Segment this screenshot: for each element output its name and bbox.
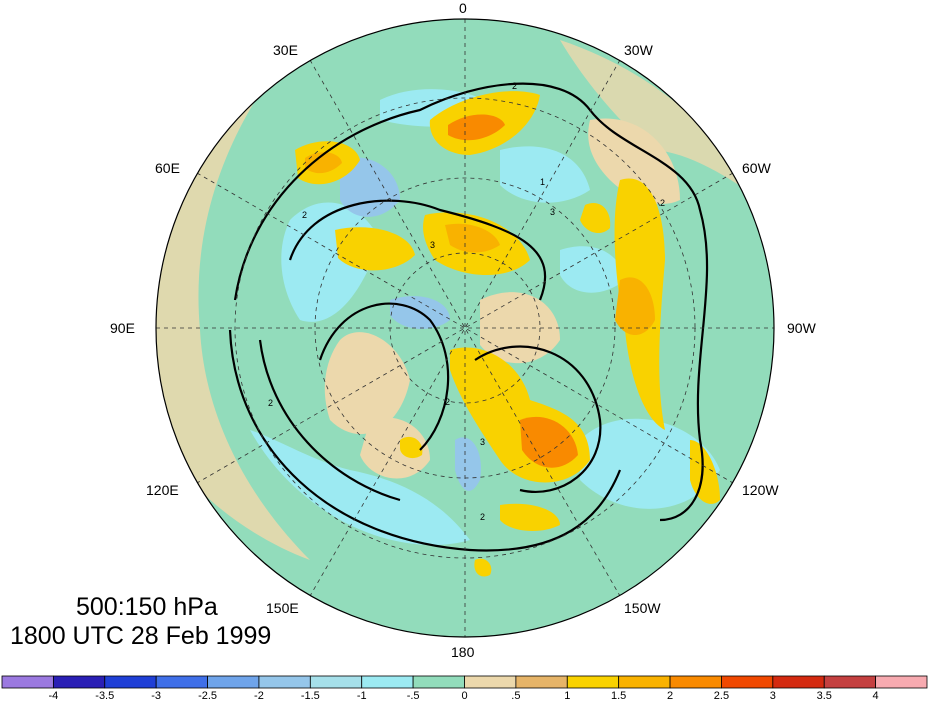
contour-label: 2 xyxy=(268,398,273,408)
lon-label-180: 180 xyxy=(451,644,475,660)
lon-label-90w: 90W xyxy=(787,320,816,336)
lon-label-120w: 120W xyxy=(742,482,779,498)
map-boundary xyxy=(155,18,775,638)
contour-label: 2 xyxy=(660,198,665,208)
colorbar-label: 4 xyxy=(872,690,879,702)
contour-label: 2 xyxy=(445,397,450,407)
colorbar-label: .5 xyxy=(511,690,521,702)
lon-label-150e: 150E xyxy=(266,600,299,616)
colorbar-label: -.5 xyxy=(406,690,420,702)
lon-label-60w: 60W xyxy=(742,160,771,176)
colorbar-swatch xyxy=(412,675,465,689)
colorbar-swatch xyxy=(515,675,568,689)
lon-label-0: 0 xyxy=(459,0,467,16)
colorbar-label: -3.5 xyxy=(95,690,115,702)
contour-label: 3 xyxy=(480,437,485,447)
lon-label-30e: 30E xyxy=(273,42,298,58)
contour-label: 2 xyxy=(512,81,517,91)
colorbar-label: -1.5 xyxy=(300,690,320,702)
lon-label-90e: 90E xyxy=(110,320,135,336)
colorbar xyxy=(1,675,928,689)
colorbar-swatch xyxy=(618,675,671,689)
colorbar-swatch xyxy=(669,675,722,689)
colorbar-swatch xyxy=(155,675,208,689)
colorbar-label: -3 xyxy=(151,690,162,702)
contour-label: 2 xyxy=(302,210,307,220)
colorbar-swatch xyxy=(104,675,157,689)
contour-label: 3 xyxy=(550,207,555,217)
colorbar-swatch xyxy=(361,675,414,689)
colorbar-swatch xyxy=(772,675,825,689)
colorbar-swatch xyxy=(464,675,517,689)
colorbar-swatch xyxy=(207,675,260,689)
colorbar-swatch xyxy=(52,675,106,689)
contour-label: 1 xyxy=(540,177,545,187)
colorbar-label: -1 xyxy=(356,690,367,702)
colorbar-label: 1 xyxy=(564,690,571,702)
title-levels: 500:150 hPa xyxy=(76,593,218,621)
colorbar-label: 2 xyxy=(666,690,674,702)
lon-label-150w: 150W xyxy=(624,600,661,616)
shaded-field xyxy=(156,19,774,637)
contour-labels: 2 2 3 3 2 1 2 2 3 2 xyxy=(268,81,665,522)
title-datetime: 1800 UTC 28 Feb 1999 xyxy=(10,622,272,650)
contour-label: 2 xyxy=(480,512,485,522)
colorbar-swatch xyxy=(566,675,620,689)
contour-label: 3 xyxy=(430,240,435,250)
colorbar-label: 3 xyxy=(769,690,776,702)
colorbar-label: 2.5 xyxy=(713,690,730,702)
colorbar-label: 0 xyxy=(461,690,468,702)
colorbar-label: 1.5 xyxy=(611,690,627,702)
colorbar-label: -4 xyxy=(48,690,59,702)
colorbar-label: 3.5 xyxy=(816,690,832,702)
colorbar-swatch xyxy=(1,675,54,689)
lon-label-120e: 120E xyxy=(146,482,179,498)
lon-label-30w: 30W xyxy=(624,42,653,58)
colorbar-label: -2.5 xyxy=(198,690,218,702)
colorbar-swatch xyxy=(258,675,311,689)
colorbar-swatch xyxy=(721,675,774,689)
colorbar-label: -2 xyxy=(254,690,264,702)
lon-label-60e: 60E xyxy=(155,160,180,176)
colorbar-swatch xyxy=(823,675,877,689)
colorbar-swatch xyxy=(875,675,928,689)
colorbar-swatch xyxy=(309,675,363,689)
